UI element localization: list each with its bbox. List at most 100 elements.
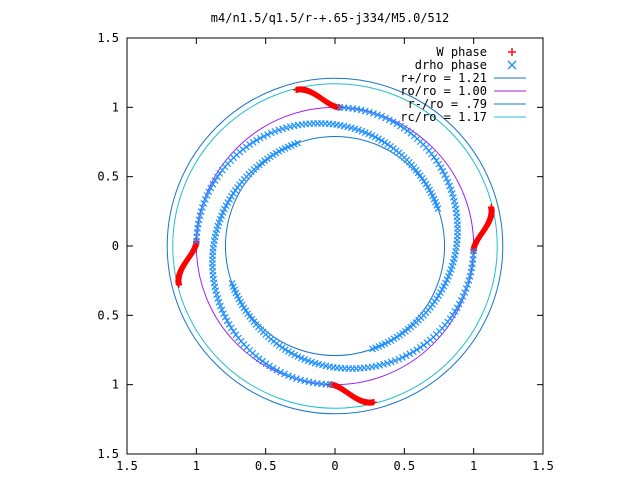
drho-phase-marker [228,280,236,287]
x-tick-label: 1.5 [532,459,554,473]
legend-marker [508,48,516,56]
drho-phase-marker [260,132,268,140]
drho-phase-marker [229,189,237,197]
drho-phase-marker [384,140,392,148]
drho-phase-marker [439,167,447,175]
drho-phase-marker [381,139,389,146]
drho-phase-marker [444,178,452,186]
drho-phase-marker [368,132,376,139]
x-tick-label: 1 [193,459,200,473]
y-tick-label: 1.5 [97,447,119,461]
circle-roro [195,106,475,386]
drho-phase-marker [230,327,237,335]
drho-phase-marker [285,372,292,380]
drho-phase-marker [203,192,211,199]
y-tick-label: 1 [112,378,119,392]
chart-title: m4/n1.5/q1.5/r-+.65-j334/M5.0/512 [211,11,449,25]
drho-phase-marker [273,366,281,374]
drho-phase-marker [371,133,379,141]
drho-phase-marker [383,359,391,367]
drho-phase-marker [378,112,385,120]
drho-phase-marker [200,200,208,207]
drho-phase-marker [267,129,275,137]
drho-phase-marker [435,160,443,168]
drho-phase-marker [437,164,445,172]
drho-phase-marker [375,135,382,143]
drho-phase-marker [218,306,226,314]
drho-phase-marker [275,126,283,134]
drho-phase-marker [442,279,449,287]
drho-phase-marker [264,131,271,138]
drho-phase-marker [443,175,450,182]
drho-phase-marker [387,358,395,366]
x-tick-label: 0.5 [393,459,415,473]
drho-phase-marker [226,195,234,203]
drho-phase-marker [448,190,456,198]
drho-phase-marker [266,362,273,370]
drho-phase-marker [453,304,461,312]
drho-phase-marker [214,294,222,302]
drho-phase-marker [201,196,209,203]
drho-phase-marker [433,295,441,303]
drho-phase-marker [399,354,406,361]
drho-phase-marker [433,157,440,165]
circle-r+ro [166,77,504,415]
circle-rcro [172,83,498,409]
drho-phase-marker [225,320,233,328]
drho-phase-marker [374,111,381,119]
drho-phase-marker [294,139,301,147]
drho-phase-marker [220,310,227,317]
drho-phase-marker [278,344,286,352]
drho-phase-marker [466,272,474,280]
radius-circles [166,77,504,415]
drho-phase-marker [389,118,397,126]
x-tick-label: 1 [470,459,477,473]
legend-label: W phase [436,45,487,59]
drho-phase-marker [215,298,223,306]
drho-phase-marker [369,345,376,353]
drho-phase-marker [420,341,428,349]
drho-phase-marker [449,311,457,319]
drho-phase-marker [465,277,473,284]
drho-phase-marker [402,352,410,360]
drho-phase-marker [284,347,292,355]
drho-phase-marker [391,357,399,365]
drho-phase-marker [297,376,304,384]
drho-phase-marker [409,348,417,356]
drho-phase-marker [196,212,204,220]
y-tick-label: 0.5 [97,308,119,322]
drho-phase-marker [253,136,261,144]
drho-phase-marker [464,281,472,288]
drho-phase-marker [207,184,215,192]
axis-ticks [126,37,544,455]
drho-phase-marker [438,286,446,293]
drho-phase-marker [289,373,296,381]
drho-phase-marker [232,331,240,339]
circle-r-ro [224,135,446,357]
drho-phase-marker [397,122,404,130]
drho-phase-marker [246,141,254,148]
data-markers [175,86,495,406]
drho-phase-marker [416,344,424,351]
drho-phase-marker [222,202,230,210]
drho-phase-marker [430,153,438,161]
drho-phase-marker [249,138,257,146]
drho-phase-marker [279,125,287,133]
y-tick-label: 0 [112,239,119,253]
drho-phase-marker [198,204,206,211]
drho-phase-marker [209,180,217,188]
drho-phase-marker [211,177,219,184]
drho-phase-marker [301,377,309,385]
drho-phase-marker [457,296,465,304]
axis-tick-labels: 1.5 1 0.5 0 0.5 1 1.51.510.500.511.5 [97,31,554,473]
drho-phase-marker [395,355,403,363]
drho-phase-marker [413,346,421,354]
drho-phase-marker [223,317,231,325]
drho-phase-marker [242,143,250,151]
drho-phase-marker [451,308,459,315]
drho-phase-marker [221,313,229,321]
drho-phase-marker [256,134,264,142]
drho-phase-marker [459,293,467,300]
drho-phase-marker [221,205,228,213]
